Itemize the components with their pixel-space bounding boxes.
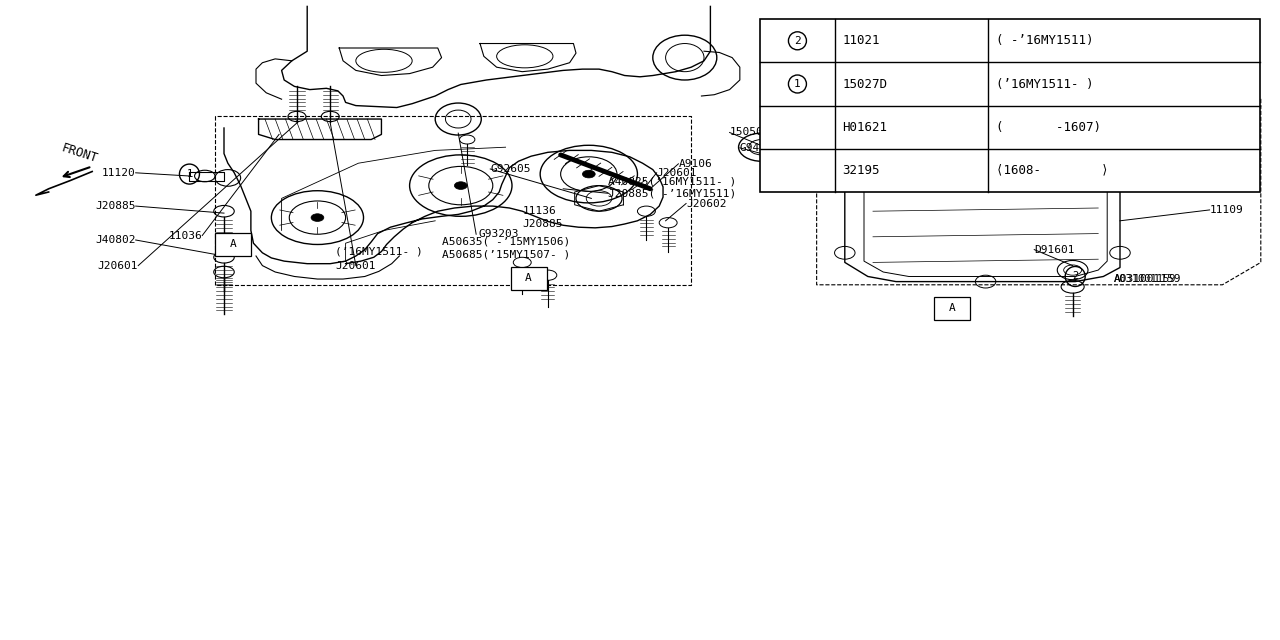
Text: A: A bbox=[229, 239, 237, 250]
Ellipse shape bbox=[311, 214, 324, 221]
Text: A: A bbox=[525, 273, 532, 284]
Text: A9106: A9106 bbox=[678, 159, 712, 169]
Bar bbox=[511, 267, 547, 290]
Text: J20601: J20601 bbox=[97, 260, 138, 271]
Text: 15027D: 15027D bbox=[842, 77, 887, 90]
Text: A031001159: A031001159 bbox=[1114, 274, 1181, 284]
Text: J20601: J20601 bbox=[335, 260, 376, 271]
Text: A50685(’15MY1507- ): A50685(’15MY1507- ) bbox=[442, 249, 570, 259]
Text: 15050: 15050 bbox=[730, 127, 763, 138]
Text: A031001159: A031001159 bbox=[1114, 274, 1176, 284]
Bar bbox=[760, 19, 1260, 192]
Text: J20601: J20601 bbox=[657, 168, 698, 178]
Text: FRONT: FRONT bbox=[59, 141, 100, 165]
Ellipse shape bbox=[582, 170, 595, 178]
Ellipse shape bbox=[454, 182, 467, 189]
Text: D91601: D91601 bbox=[1034, 244, 1075, 255]
Text: J20885( -’16MY1511): J20885( -’16MY1511) bbox=[608, 188, 736, 198]
Text: ⟨1608-        ⟩: ⟨1608- ⟩ bbox=[996, 164, 1108, 177]
Text: G92605: G92605 bbox=[490, 164, 531, 174]
Text: 11136: 11136 bbox=[522, 206, 556, 216]
Text: 11122: 11122 bbox=[1085, 154, 1119, 164]
Text: A50635( -’15MY1506): A50635( -’15MY1506) bbox=[442, 237, 570, 247]
Text: 1: 1 bbox=[187, 169, 192, 179]
Text: 1: 1 bbox=[794, 79, 801, 89]
Text: 11021: 11021 bbox=[842, 35, 879, 47]
Text: 2: 2 bbox=[1073, 271, 1078, 282]
Text: 32195: 32195 bbox=[842, 164, 879, 177]
Text: J40802: J40802 bbox=[95, 235, 136, 245]
Text: 2: 2 bbox=[794, 36, 801, 46]
Text: A: A bbox=[948, 303, 956, 314]
Text: (       -1607): ( -1607) bbox=[996, 121, 1101, 134]
Text: 11122: 11122 bbox=[1085, 166, 1119, 176]
Text: J20602: J20602 bbox=[686, 198, 727, 209]
Text: G93203: G93203 bbox=[479, 229, 520, 239]
Text: 11120: 11120 bbox=[102, 168, 136, 178]
Text: (’16MY1511- ): (’16MY1511- ) bbox=[996, 77, 1093, 90]
Text: (’16MY1511- ): (’16MY1511- ) bbox=[335, 246, 424, 257]
Text: A40825(’16MY1511- ): A40825(’16MY1511- ) bbox=[608, 176, 736, 186]
Text: J20885: J20885 bbox=[95, 201, 136, 211]
Text: 11036: 11036 bbox=[169, 230, 202, 241]
Text: J20885: J20885 bbox=[522, 219, 563, 229]
Text: 11109: 11109 bbox=[1210, 205, 1243, 215]
Text: G94906: G94906 bbox=[740, 143, 781, 153]
Bar bbox=[215, 233, 251, 256]
Text: H01621: H01621 bbox=[842, 121, 887, 134]
Bar bbox=[934, 297, 970, 320]
Text: ( -’16MY1511): ( -’16MY1511) bbox=[996, 35, 1093, 47]
